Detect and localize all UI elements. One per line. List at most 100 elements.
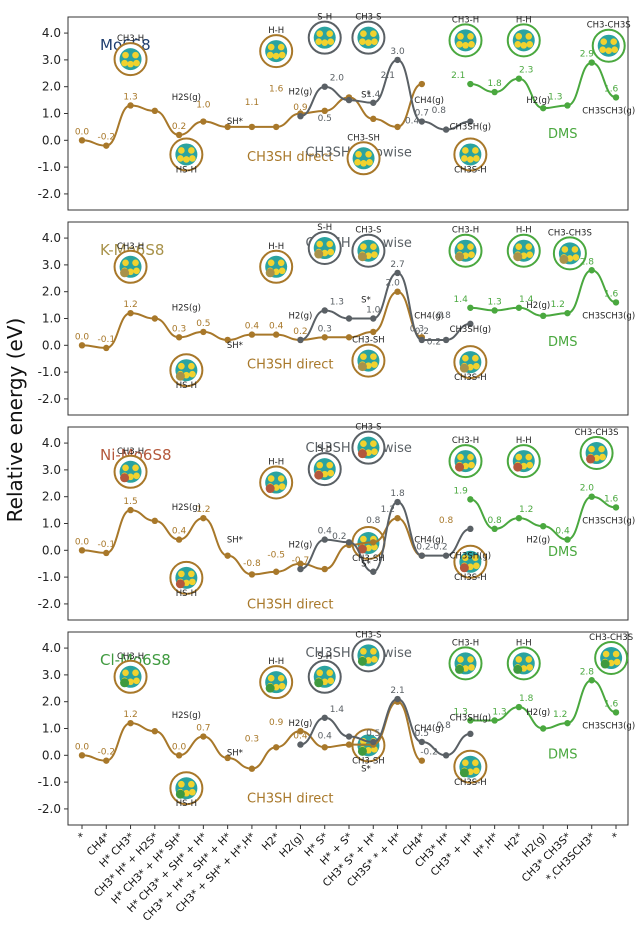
- structure-label: H-H: [268, 458, 284, 468]
- structure-label: H2(g): [289, 541, 313, 551]
- data-point: [467, 717, 474, 724]
- cluster-atom: [520, 42, 528, 49]
- cluster-atom: [612, 650, 620, 658]
- energy-label: -0.2: [413, 543, 431, 553]
- x-tick-label: *: [610, 831, 622, 843]
- structure-label: CH3SCH3(g): [582, 722, 635, 732]
- panel-cl-mo6s8: -2.0 -1.0 0.0 1.0 2.0 3.0 4.0 Cl-Mo6S8 CH3SH dir…: [38, 630, 635, 826]
- data-point: [515, 514, 523, 522]
- data-point: [321, 744, 328, 751]
- cluster-atom: [360, 243, 367, 251]
- structure-label: H2S(g): [172, 711, 201, 721]
- data-point: [103, 344, 110, 352]
- cluster-atom: [602, 650, 610, 658]
- cluster-atom: [267, 674, 275, 682]
- cluster-atom: [457, 33, 464, 40]
- cluster-atom: [278, 682, 286, 690]
- cluster-atom: [371, 38, 378, 45]
- series-line-1: [300, 501, 471, 573]
- cluster-atom: [360, 30, 367, 37]
- y-tick-label: 0.0: [42, 543, 61, 557]
- dopant-atom: [455, 664, 465, 674]
- energy-label: 1.1: [245, 98, 259, 108]
- cluster-atom: [472, 554, 479, 562]
- data-point: [467, 304, 474, 311]
- data-point: [321, 83, 328, 90]
- structure-label: CH3SH(g): [450, 325, 492, 335]
- data-point: [491, 525, 498, 533]
- y-tick-label: -2.0: [38, 187, 61, 201]
- energy-label: 0.7: [196, 724, 210, 734]
- energy-label: 0.2: [415, 327, 429, 337]
- data-point: [248, 571, 256, 578]
- cluster-atom: [588, 445, 595, 453]
- cluster-atom: [122, 51, 129, 59]
- structure-label: H2(g): [526, 708, 550, 718]
- data-point: [394, 56, 401, 64]
- cluster-atom: [467, 656, 474, 663]
- data-point: [78, 137, 86, 144]
- data-point: [103, 142, 110, 149]
- cluster-atom: [360, 353, 367, 360]
- energy-label: 1.9: [453, 486, 468, 496]
- data-point: [418, 552, 426, 559]
- data-point: [467, 320, 474, 328]
- energy-label: 1.6: [604, 84, 619, 94]
- structure-label: HS-H: [176, 381, 197, 391]
- energy-label: 2.0: [330, 74, 345, 84]
- energy-label: 1.2: [519, 505, 533, 515]
- dopant-atom: [314, 249, 324, 259]
- structure-label: SH*: [227, 117, 243, 127]
- cluster-atom: [457, 453, 464, 461]
- panel-frame: [67, 16, 629, 211]
- data-point: [248, 765, 256, 772]
- energy-label: -0.1: [97, 335, 115, 345]
- cluster-atom: [457, 243, 464, 251]
- data-point: [78, 547, 86, 554]
- cluster-atom: [461, 155, 468, 162]
- energy-label: 0.8: [487, 516, 502, 526]
- cluster-atom: [121, 59, 128, 67]
- y-tick-label: 2.0: [42, 285, 61, 299]
- energy-label: 1.2: [123, 300, 137, 310]
- data-point: [612, 299, 620, 306]
- data-point: [467, 80, 474, 88]
- energy-label: 1.3: [492, 707, 506, 717]
- dopant-atom: [265, 268, 275, 278]
- cluster-atom: [316, 669, 324, 677]
- dopant-atom: [600, 659, 610, 669]
- data-point: [127, 309, 134, 317]
- data-point: [612, 504, 620, 511]
- energy-label: 1.4: [330, 705, 345, 715]
- energy-label: 0.0: [75, 332, 90, 342]
- energy-label: -0.2: [97, 748, 115, 758]
- dopant-atom: [513, 664, 523, 674]
- structure-label: CH3-H: [117, 652, 144, 662]
- cluster-atom: [515, 656, 523, 663]
- data-point: [588, 493, 595, 500]
- dopant-atom: [357, 362, 367, 372]
- structure-label: CH3-H: [452, 226, 479, 236]
- energy-label: 1.2: [553, 710, 567, 720]
- cluster-atom: [468, 41, 475, 48]
- structure-label: CH3SH(g): [450, 551, 492, 561]
- structure-label: S-H: [317, 444, 332, 454]
- y-tick-label: 4.0: [42, 436, 61, 450]
- energy-label: 0.8: [439, 516, 454, 526]
- data-point: [151, 517, 159, 525]
- cluster-atom: [462, 759, 469, 767]
- structure-label: CH3-S: [355, 423, 381, 433]
- dopant-atom: [357, 252, 367, 262]
- cluster-atom: [371, 361, 378, 368]
- structure-label: CH3-CH3S: [548, 228, 592, 238]
- cluster-atom: [526, 251, 534, 259]
- cluster-atom: [327, 38, 335, 45]
- energy-label: 0.4: [318, 732, 333, 742]
- cluster-atom: [327, 248, 335, 256]
- structure-label: CH3S-H: [454, 373, 487, 383]
- data-point: [564, 719, 571, 727]
- energy-label: 1.2: [196, 505, 210, 515]
- data-point: [345, 96, 353, 104]
- data-point: [345, 334, 353, 341]
- structure-label: H2S(g): [172, 303, 201, 313]
